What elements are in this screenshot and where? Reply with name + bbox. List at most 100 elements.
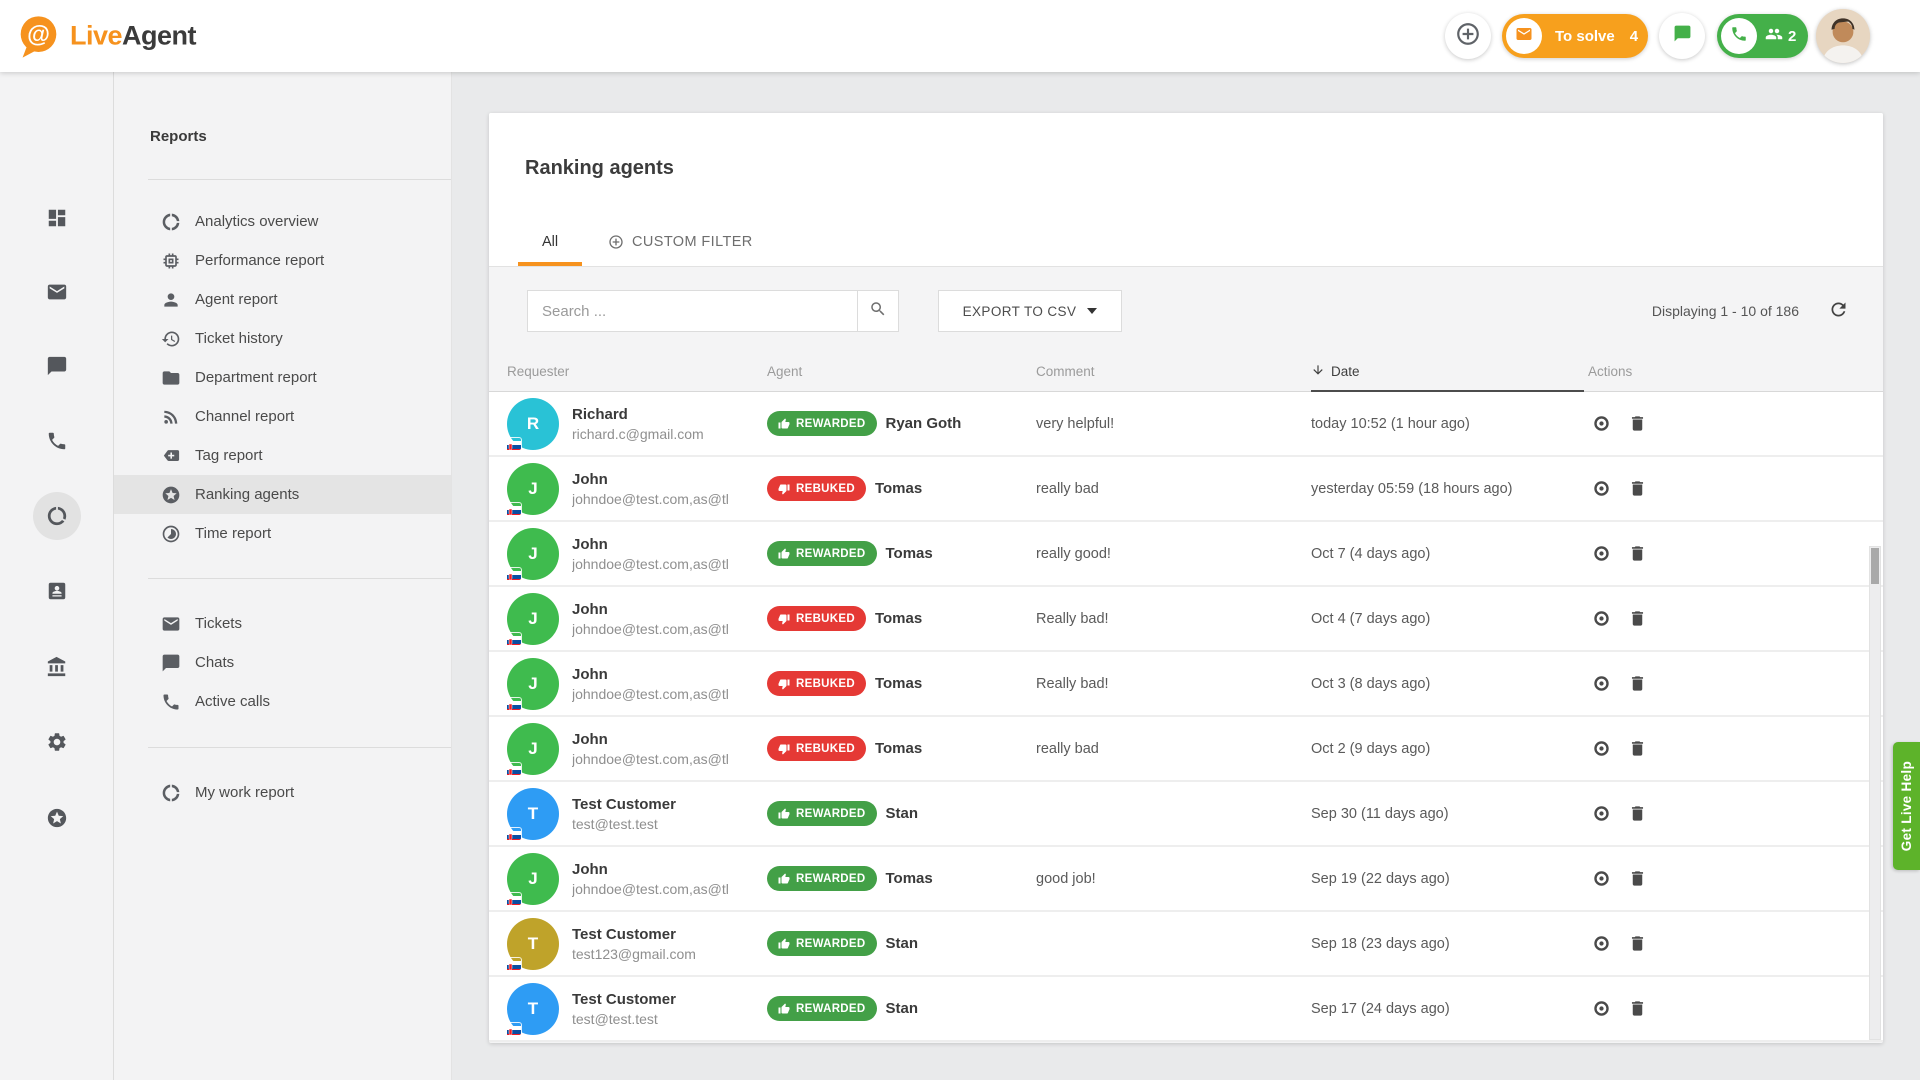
nav-item-tickets[interactable]: Tickets — [114, 604, 451, 643]
nav-item-time-report[interactable]: Time report — [114, 514, 451, 553]
view-button[interactable] — [1592, 609, 1611, 628]
requester-name: John — [572, 535, 608, 553]
badge-label: REWARDED — [796, 872, 866, 885]
ranking-badge: REWARDED — [767, 541, 877, 566]
actions-cell — [1588, 414, 1883, 433]
get-live-help-tab[interactable]: Get Live Help — [1893, 742, 1920, 870]
thumb-down-icon — [778, 679, 790, 689]
table-header: Requester Agent Comment Date Actions — [489, 352, 1883, 393]
column-comment[interactable]: Comment — [1036, 364, 1095, 379]
requester-name: John — [572, 860, 608, 878]
nav-item-channel-report[interactable]: Channel report — [114, 397, 451, 436]
person-icon — [164, 292, 178, 307]
rail-item-company[interactable] — [33, 643, 81, 691]
folder-icon — [162, 370, 180, 385]
column-date-sorted[interactable]: Date — [1311, 363, 1588, 380]
delete-button[interactable] — [1628, 869, 1647, 888]
rail-item-gamification[interactable] — [33, 794, 81, 842]
delete-button[interactable] — [1628, 674, 1647, 693]
tab-all[interactable]: All — [518, 218, 582, 266]
search-icon — [869, 300, 887, 323]
eye-icon — [1594, 806, 1609, 821]
phone-circle — [1721, 18, 1757, 54]
agent-name: Tomas — [874, 480, 923, 497]
chats-button[interactable] — [1659, 13, 1705, 59]
liveagent-logo[interactable]: @ LiveAgent — [16, 14, 197, 59]
requester-email: johndoe@test.com,as@tl — [572, 880, 729, 897]
rail-item-customers[interactable] — [33, 567, 81, 615]
avatar-initial: J — [528, 478, 538, 498]
agent-cell: REWARDED Tomas — [767, 541, 1036, 566]
date-cell: Sep 30 (11 days ago) — [1311, 805, 1449, 822]
view-button[interactable] — [1592, 869, 1611, 888]
view-button[interactable] — [1592, 804, 1611, 823]
nav-item-performance-report[interactable]: Performance report — [114, 241, 451, 280]
export-to-csv-button[interactable]: EXPORT TO CSV — [938, 290, 1122, 332]
table-row: J John johndoe@test.com,as@tl REWARDED Tomas… — [489, 847, 1883, 912]
delete-button[interactable] — [1628, 999, 1647, 1018]
date-cell: yesterday 05:59 (18 hours ago) — [1311, 480, 1513, 497]
rail-item-dashboard[interactable] — [33, 194, 81, 242]
rail-item-tickets[interactable] — [33, 268, 81, 316]
to-solve-button[interactable]: To solve 4 — [1502, 14, 1648, 58]
nav-item-ticket-history[interactable]: Ticket history — [114, 319, 451, 358]
view-button[interactable] — [1592, 999, 1611, 1018]
refresh-icon — [1831, 302, 1846, 317]
refresh-button[interactable] — [1828, 299, 1849, 325]
page-title: Ranking agents — [525, 157, 674, 179]
agent-name: Ryan Goth — [885, 415, 962, 432]
nav-item-analytics-overview[interactable]: Analytics overview — [114, 202, 451, 241]
thumb-up-icon — [778, 1003, 790, 1013]
view-button[interactable] — [1592, 479, 1611, 498]
nav-item-label: My work report — [195, 784, 295, 801]
envelope-circle — [1506, 18, 1542, 54]
date-cell: Oct 2 (9 days ago) — [1311, 740, 1431, 757]
card-body: EXPORT TO CSV Displaying 1 - 10 of 186 R… — [489, 267, 1883, 1042]
nav-item-chats[interactable]: Chats — [114, 643, 451, 682]
user-avatar[interactable] — [1816, 9, 1870, 63]
rail-item-calls[interactable] — [33, 417, 81, 465]
requester-email: johndoe@test.com,as@tl — [572, 750, 729, 767]
view-button[interactable] — [1592, 674, 1611, 693]
arrow-down-icon — [1313, 365, 1323, 375]
table-row: J John johndoe@test.com,as@tl REWARDED Tomas… — [489, 522, 1883, 587]
add-new-button[interactable] — [1445, 13, 1491, 59]
nav-item-ranking-agents[interactable]: Ranking agents — [114, 475, 451, 514]
view-button[interactable] — [1592, 739, 1611, 758]
chat-icon — [162, 654, 180, 671]
comment-cell: Really bad! — [1036, 610, 1109, 627]
column-actions[interactable]: Actions — [1588, 364, 1633, 379]
table-row: J John johndoe@test.com,as@tl REBUKED Tomas r… — [489, 717, 1883, 782]
calls-button[interactable]: 2 — [1717, 14, 1808, 58]
delete-button[interactable] — [1628, 544, 1647, 563]
search-button[interactable] — [858, 290, 899, 332]
view-button[interactable] — [1592, 414, 1611, 433]
column-requester[interactable]: Requester — [507, 364, 570, 379]
nav-panel-title: Reports — [150, 128, 207, 145]
reports-nav-panel: Reports Analytics overview Performance re… — [114, 72, 452, 1080]
nav-item-my-work-report[interactable]: My work report — [114, 773, 451, 812]
delete-button[interactable] — [1628, 609, 1647, 628]
requester-cell: J John johndoe@test.com,as@tl — [507, 592, 767, 645]
rail-item-chats[interactable] — [33, 342, 81, 390]
nav-item-agent-report[interactable]: Agent report — [114, 280, 451, 319]
column-agent[interactable]: Agent — [767, 364, 803, 379]
delete-button[interactable] — [1628, 934, 1647, 953]
nav-item-tag-report[interactable]: Tag report — [114, 436, 451, 475]
nav-item-department-report[interactable]: Department report — [114, 358, 451, 397]
rail-item-reports[interactable] — [33, 492, 81, 540]
view-button[interactable] — [1592, 544, 1611, 563]
delete-button[interactable] — [1628, 739, 1647, 758]
nav-item-active-calls[interactable]: Active calls — [114, 682, 451, 721]
rss-icon — [164, 410, 178, 424]
scrollbar-thumb[interactable] — [1871, 548, 1879, 584]
slovakia-flag-icon — [507, 503, 521, 515]
delete-button[interactable] — [1628, 414, 1647, 433]
delete-button[interactable] — [1628, 479, 1647, 498]
delete-button[interactable] — [1628, 804, 1647, 823]
view-button[interactable] — [1592, 934, 1611, 953]
comment-cell: really bad — [1036, 740, 1099, 757]
search-input[interactable] — [527, 290, 858, 332]
tab-custom-filter[interactable]: CUSTOM FILTER — [608, 218, 753, 266]
rail-item-settings[interactable] — [33, 718, 81, 766]
